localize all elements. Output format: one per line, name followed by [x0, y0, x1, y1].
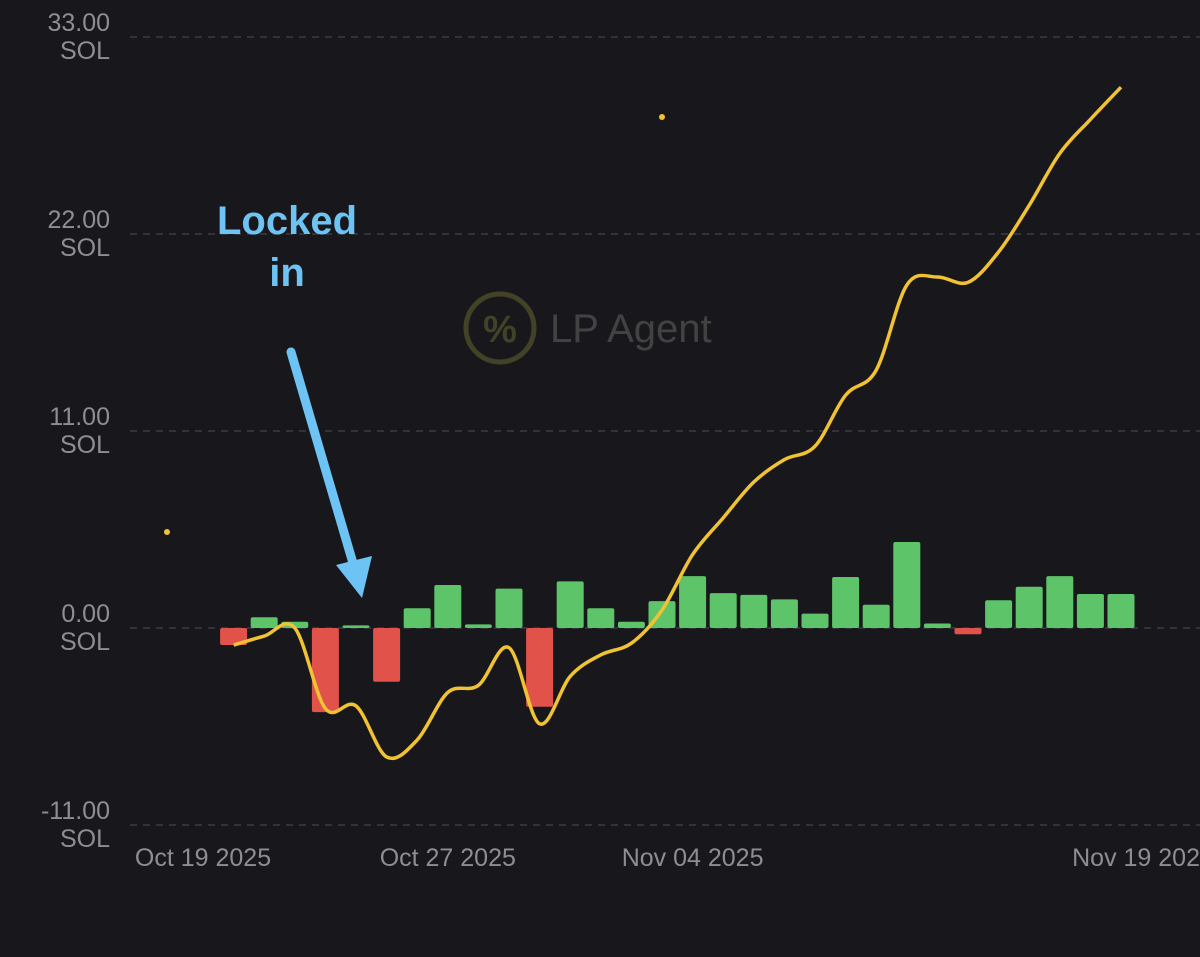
bar: [373, 628, 401, 682]
bar: [1076, 593, 1104, 628]
y-tick-unit: SOL: [60, 234, 110, 262]
bar: [617, 621, 645, 628]
bar: [495, 588, 523, 628]
bar: [342, 625, 370, 628]
y-tick-label: 0.00: [61, 600, 110, 628]
watermark-logo-glyph: %: [483, 309, 517, 351]
bar: [893, 542, 921, 628]
watermark-text: LP Agent: [550, 307, 712, 351]
arrow-head: [336, 556, 372, 598]
y-tick-label: 22.00: [47, 206, 110, 234]
bar: [709, 593, 737, 628]
y-tick-unit: SOL: [60, 37, 110, 65]
x-tick-label: Oct 27 2025: [380, 844, 516, 872]
bar: [464, 624, 492, 628]
bar: [1046, 576, 1074, 628]
x-tick-label: Oct 19 2025: [135, 844, 271, 872]
bar: [220, 628, 248, 646]
y-tick-unit: SOL: [60, 825, 110, 853]
bar: [740, 594, 768, 628]
bar: [770, 599, 798, 628]
annotation-line: Locked: [217, 199, 357, 243]
y-tick-label: 11.00: [49, 403, 110, 431]
bar: [862, 604, 890, 628]
bar: [556, 581, 584, 628]
watermark-logo: [463, 291, 537, 365]
bar: [801, 613, 829, 628]
watermark: % LP Agent: [463, 291, 712, 365]
bar: [954, 628, 982, 635]
bar: [679, 576, 707, 628]
annotation-line: in: [269, 251, 305, 295]
x-tick-label: Nov 04 2025: [622, 844, 764, 872]
bar: [434, 585, 462, 628]
bar: [311, 628, 339, 713]
annotation-arrow: [286, 347, 372, 598]
dot: [659, 114, 665, 120]
annotation: Locked in: [217, 199, 357, 295]
x-tick-label: Nov 19 202: [1072, 844, 1200, 872]
bar: [985, 600, 1013, 628]
y-tick-unit: SOL: [60, 431, 110, 459]
y-tick-label: 33.00: [47, 9, 110, 37]
bar: [1015, 586, 1043, 628]
bar: [832, 576, 860, 628]
bar: [1107, 593, 1135, 628]
dot: [164, 529, 170, 535]
bar: [250, 617, 278, 628]
bar: [403, 608, 431, 628]
y-tick-label: -11.00: [41, 797, 110, 825]
line: [233, 85, 1123, 761]
arrow-shaft: [286, 347, 360, 575]
y-tick-unit: SOL: [60, 628, 110, 656]
bar: [923, 623, 951, 628]
bar: [587, 608, 615, 628]
bar: [526, 628, 554, 707]
